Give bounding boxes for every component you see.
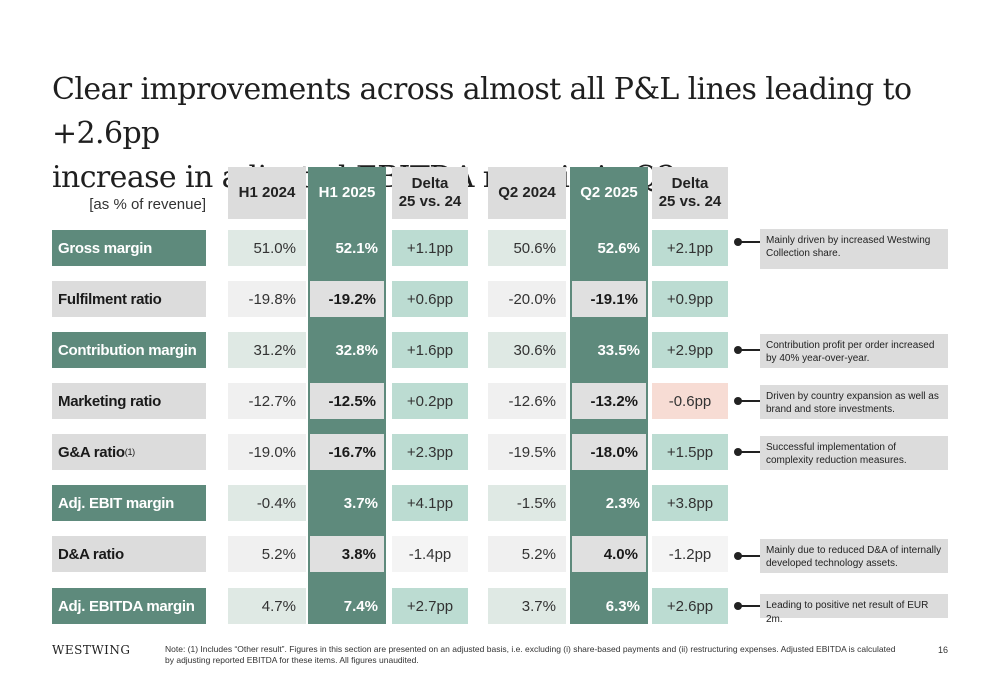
cell-gross-margin-delta-h1: +1.1pp xyxy=(392,230,468,266)
cell-gross-margin-h1-2025: 52.1% xyxy=(308,230,386,266)
cell-fulfilment-ratio-h1-2024: -19.8% xyxy=(228,281,306,317)
row-label-da-ratio: D&A ratio xyxy=(52,536,206,572)
connector-ga-ratio xyxy=(734,448,760,456)
cell-marketing-ratio-h1-2025: -12.5% xyxy=(310,383,384,419)
row-label-ga-ratio-text: G&A ratio xyxy=(58,443,125,461)
cell-da-ratio-h1-2025: 3.8% xyxy=(310,536,384,572)
header-delta-q2-line-1: Delta xyxy=(671,175,709,192)
header-delta-h1-line-1: Delta xyxy=(411,175,449,192)
connector-da-ratio xyxy=(734,552,760,560)
cell-contribution-margin-q2-2024: 30.6% xyxy=(488,332,566,368)
cell-adj-ebit-margin-q2-2024: -1.5% xyxy=(488,485,566,521)
note-contribution-margin: Contribution profit per order increased … xyxy=(760,334,948,368)
header-q2-2025: Q2 2025 xyxy=(570,167,648,219)
cell-adj-ebitda-margin-q2-2025: 6.3% xyxy=(570,588,648,624)
cell-marketing-ratio-delta-q2: -0.6pp xyxy=(652,383,728,419)
cell-adj-ebit-margin-h1-2025: 3.7% xyxy=(308,485,386,521)
cell-adj-ebit-margin-delta-h1: +4.1pp xyxy=(392,485,468,521)
connector-marketing-ratio xyxy=(734,397,760,405)
note-adj-ebitda-margin: Leading to positive net result of EUR 2m… xyxy=(760,594,948,625)
cell-contribution-margin-h1-2025: 32.8% xyxy=(308,332,386,368)
header-delta-h1: Delta 25 vs. 24 xyxy=(392,167,468,219)
cell-adj-ebitda-margin-delta-h1: +2.7pp xyxy=(392,588,468,624)
footnote-marker: (1) xyxy=(124,447,135,457)
footnote-text: Note: (1) Includes “Other result”. Figur… xyxy=(165,644,896,665)
cell-ga-ratio-delta-q2: +1.5pp xyxy=(652,434,728,470)
cell-adj-ebit-margin-h1-2024: -0.4% xyxy=(228,485,306,521)
cell-adj-ebit-margin-q2-2025: 2.3% xyxy=(570,485,648,521)
cell-adj-ebitda-margin-h1-2024: 4.7% xyxy=(228,588,306,624)
cell-contribution-margin-delta-q2: +2.9pp xyxy=(652,332,728,368)
cell-ga-ratio-h1-2025: -16.7% xyxy=(310,434,384,470)
cell-marketing-ratio-q2-2024: -12.6% xyxy=(488,383,566,419)
row-label-marketing-ratio: Marketing ratio xyxy=(52,383,206,419)
cell-contribution-margin-delta-h1: +1.6pp xyxy=(392,332,468,368)
page-number: 16 xyxy=(938,645,949,655)
row-label-adj-ebit-margin: Adj. EBIT margin xyxy=(52,485,206,521)
cell-fulfilment-ratio-q2-2025: -19.1% xyxy=(572,281,646,317)
cell-gross-margin-q2-2024: 50.6% xyxy=(488,230,566,266)
header-delta-q2: Delta 25 vs. 24 xyxy=(652,167,728,219)
connector-adj-ebitda-margin xyxy=(734,602,760,610)
header-delta-h1-line-2: 25 vs. 24 xyxy=(398,193,462,210)
header-h1-2025: H1 2025 xyxy=(308,167,386,219)
cell-gross-margin-h1-2024: 51.0% xyxy=(228,230,306,266)
note-marketing-ratio: Driven by country expansion as well as b… xyxy=(760,385,948,419)
cell-da-ratio-q2-2024: 5.2% xyxy=(488,536,566,572)
cell-gross-margin-q2-2025: 52.6% xyxy=(570,230,648,266)
row-label-gross-margin: Gross margin xyxy=(52,230,206,266)
row-label-adj-ebitda-margin: Adj. EBITDA margin xyxy=(52,588,206,624)
row-label-contribution-margin: Contribution margin xyxy=(52,332,206,368)
cell-adj-ebit-margin-delta-q2: +3.8pp xyxy=(652,485,728,521)
company-logo: WESTWING xyxy=(52,643,131,657)
cell-da-ratio-delta-h1: -1.4pp xyxy=(392,536,468,572)
cell-da-ratio-delta-q2: -1.2pp xyxy=(652,536,728,572)
cell-adj-ebitda-margin-q2-2024: 3.7% xyxy=(488,588,566,624)
cell-ga-ratio-q2-2025: -18.0% xyxy=(572,434,646,470)
cell-da-ratio-q2-2025: 4.0% xyxy=(572,536,646,572)
cell-ga-ratio-delta-h1: +2.3pp xyxy=(392,434,468,470)
cell-marketing-ratio-h1-2024: -12.7% xyxy=(228,383,306,419)
cell-fulfilment-ratio-h1-2025: -19.2% xyxy=(310,281,384,317)
cell-fulfilment-ratio-delta-q2: +0.9pp xyxy=(652,281,728,317)
cell-ga-ratio-h1-2024: -19.0% xyxy=(228,434,306,470)
note-ga-ratio: Successful implementation of complexity … xyxy=(760,436,948,470)
cell-fulfilment-ratio-delta-h1: +0.6pp xyxy=(392,281,468,317)
note-da-ratio: Mainly due to reduced D&A of internally … xyxy=(760,539,948,573)
cell-contribution-margin-q2-2025: 33.5% xyxy=(570,332,648,368)
connector-contribution-margin xyxy=(734,346,760,354)
cell-adj-ebitda-margin-h1-2025: 7.4% xyxy=(308,588,386,624)
note-gross-margin: Mainly driven by increased Westwing Coll… xyxy=(760,229,948,269)
cell-adj-ebitda-margin-delta-q2: +2.6pp xyxy=(652,588,728,624)
header-q2-2024: Q2 2024 xyxy=(488,167,566,219)
cell-contribution-margin-h1-2024: 31.2% xyxy=(228,332,306,368)
cell-marketing-ratio-q2-2025: -13.2% xyxy=(572,383,646,419)
row-label-fulfilment-ratio: Fulfilment ratio xyxy=(52,281,206,317)
cell-ga-ratio-q2-2024: -19.5% xyxy=(488,434,566,470)
cell-marketing-ratio-delta-h1: +0.2pp xyxy=(392,383,468,419)
header-delta-q2-line-2: 25 vs. 24 xyxy=(658,193,722,210)
cell-da-ratio-h1-2024: 5.2% xyxy=(228,536,306,572)
cell-gross-margin-delta-q2: +2.1pp xyxy=(652,230,728,266)
connector-gross-margin xyxy=(734,238,760,246)
title-line-1: Clear improvements across almost all P&L… xyxy=(52,72,912,151)
unit-label: [as % of revenue] xyxy=(89,196,206,213)
cell-fulfilment-ratio-q2-2024: -20.0% xyxy=(488,281,566,317)
row-label-ga-ratio: G&A ratio (1) xyxy=(52,434,206,470)
header-h1-2024: H1 2024 xyxy=(228,167,306,219)
